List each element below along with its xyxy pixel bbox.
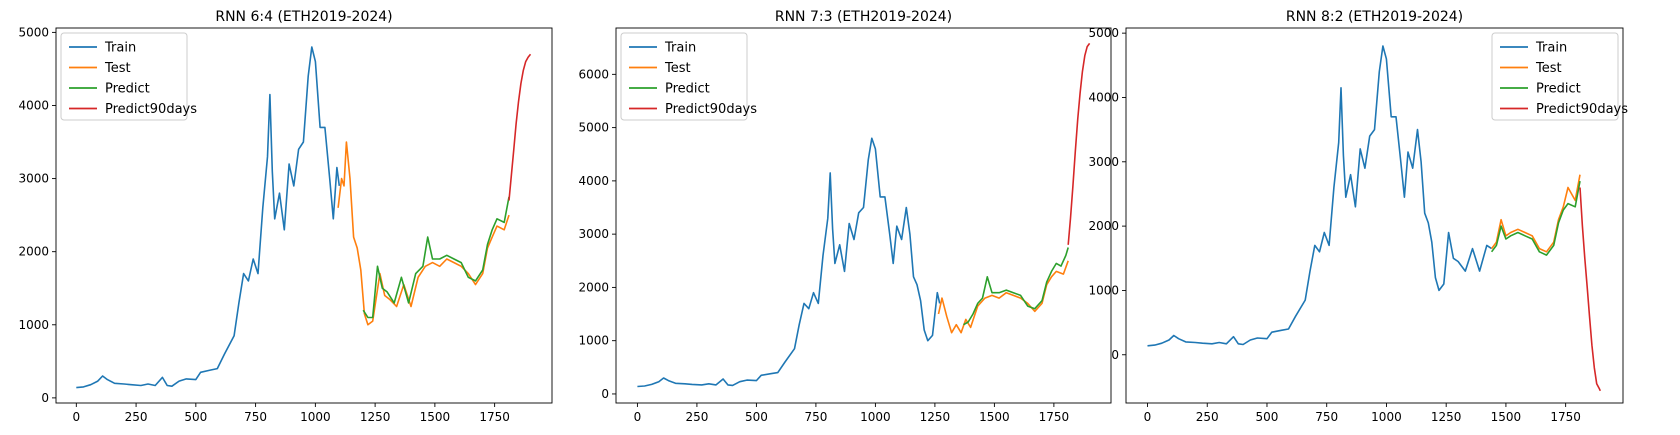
x-tick-label: 1750 [1039,410,1070,424]
legend-box [60,32,188,121]
y-tick-label: 2000 [578,280,609,294]
y-tick-label: 5000 [1088,26,1119,40]
chart-title: RNN 8:2 (ETH2019-2024) [1286,9,1463,25]
x-tick-label: 1750 [1550,410,1581,424]
legend-label-train: Train [104,41,136,56]
legend: Train Test Predict Predict90days [620,32,757,121]
axes-frame [615,27,1112,404]
legend-label-test: Test [664,61,691,76]
legend-label-predict: Predict [665,82,710,97]
y-tick-label: 1000 [1088,283,1119,297]
y-tick-label: 5000 [18,25,49,39]
y-tick-label: 5000 [578,121,609,135]
chart-panel-3: 0 250 500 750 1000 1250 1500 1750 0 1000 2000 3000 4… [1088,9,1628,424]
x-tick-label: 500 [745,410,768,424]
series-line-test [937,260,1069,334]
y-tick-label: 4000 [578,174,609,188]
x-tick-label: 1000 [1371,410,1402,424]
legend-label-train: Train [664,41,696,56]
axes-frame [55,27,553,404]
y-tick-label: 2000 [18,245,49,259]
x-tick-label: 500 [1256,410,1279,424]
x-tick-label: 250 [685,410,708,424]
x-tick-label: 1250 [920,410,951,424]
x-tick-label: 750 [244,410,267,424]
series-line-predict90days [1067,42,1091,245]
x-tick-label: 1500 [979,410,1010,424]
legend-label-test: Test [104,61,131,76]
y-tick-label: 0 [1111,348,1119,362]
y-tick-label: 2000 [1088,219,1119,233]
series-line-predict90days [1579,187,1602,392]
y-tick-label: 4000 [1088,90,1119,104]
legend-label-predict: Predict [105,82,150,97]
y-tick-label: 1000 [18,318,49,332]
legend-label-predict90days: Predict90days [105,102,197,117]
series-line-predict [1490,180,1581,256]
x-tick-label: 500 [184,410,207,424]
x-tick-label: 250 [125,410,148,424]
y-tick-label: 1000 [578,334,609,348]
y-tick-label: 0 [41,391,49,405]
chart-panel-2: 0 250 500 750 1000 1250 1500 1750 0 1000 2000 3000 4… [578,9,1112,424]
x-tick-label: 1500 [1491,410,1522,424]
legend-label-train: Train [1535,41,1567,56]
x-tick-label: 0 [634,410,642,424]
legend-box [620,32,748,121]
chart-title: RNN 6:4 (ETH2019-2024) [215,9,392,25]
series-line-train [1147,45,1493,347]
x-tick-label: 1750 [479,410,510,424]
legend: Train Test Predict Predict90days [1491,32,1628,121]
y-tick-label: 3000 [578,227,609,241]
x-tick-label: 1500 [420,410,451,424]
series-line-predict [963,247,1069,326]
y-tick-label: 3000 [18,172,49,186]
x-tick-label: 0 [1144,410,1152,424]
y-tick-label: 0 [601,387,609,401]
x-tick-label: 1250 [1431,410,1462,424]
x-tick-label: 750 [804,410,827,424]
series-line-predict [362,196,510,319]
series-line-train [76,46,341,389]
legend-label-predict: Predict [1536,82,1581,97]
x-tick-label: 750 [1315,410,1338,424]
legend-box [1491,32,1619,121]
series-line-test [1490,174,1581,253]
legend: Train Test Predict Predict90days [60,32,197,121]
axes-frame [1125,27,1624,404]
series-line-test [337,141,510,326]
legend-label-predict90days: Predict90days [1536,102,1628,117]
series-line-predict90days [508,53,532,201]
series-line-train [637,137,941,388]
x-tick-label: 1250 [360,410,391,424]
x-tick-label: 0 [72,410,80,424]
y-tick-label: 3000 [1088,155,1119,169]
chart-panel-1: 0 250 500 750 1000 1250 1500 1750 0 1000 2000 3000 4… [18,9,553,424]
legend-label-predict90days: Predict90days [665,102,757,117]
x-tick-label: 1000 [300,410,331,424]
legend-label-test: Test [1535,61,1562,76]
y-tick-label: 4000 [18,98,49,112]
y-tick-label: 6000 [578,67,609,81]
x-tick-label: 1000 [860,410,891,424]
x-tick-label: 250 [1196,410,1219,424]
chart-title: RNN 7:3 (ETH2019-2024) [775,9,952,25]
